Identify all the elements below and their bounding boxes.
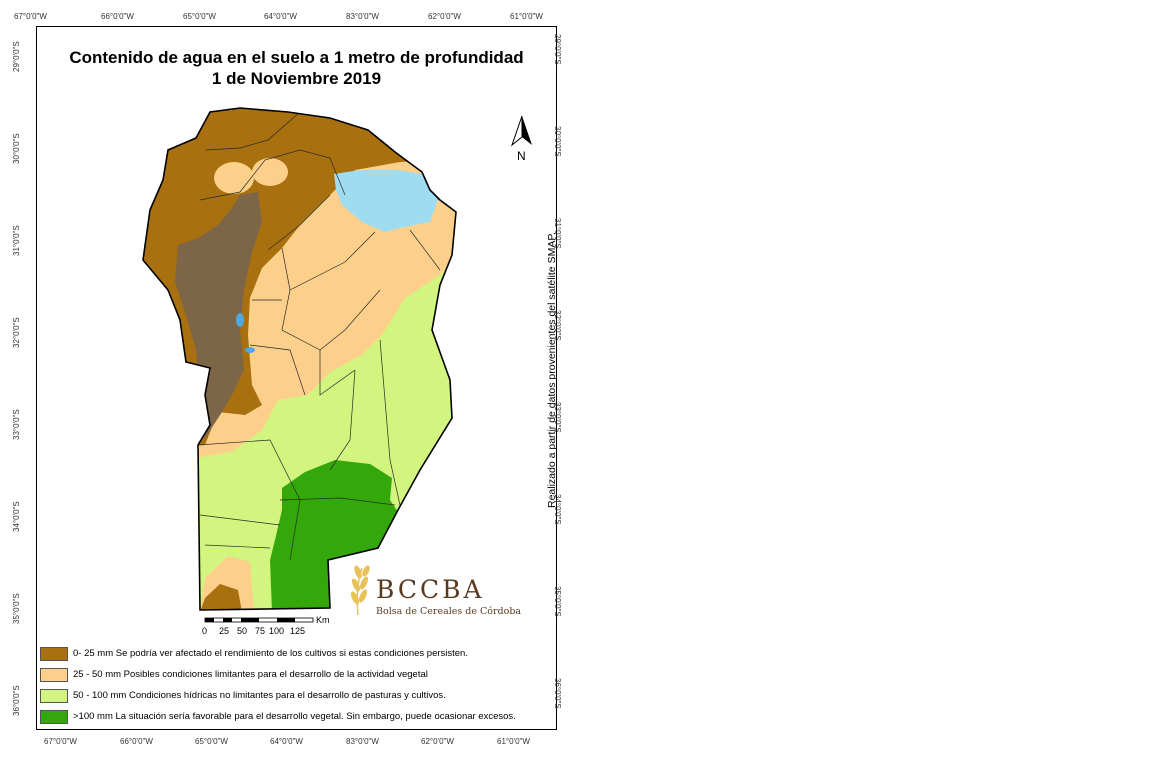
scale-bar xyxy=(204,617,314,623)
legend-item: >100 mm La situación sería favorable par… xyxy=(40,708,555,729)
lon-label: 66°0'0"W xyxy=(120,737,153,746)
scale-tick: 25 xyxy=(219,626,229,636)
map-title: Contenido de agua en el suelo a 1 metro … xyxy=(69,48,524,67)
lon-label: 83°0'0"W xyxy=(346,12,379,21)
brand-subtitle: Bolsa de Cereales de Córdoba xyxy=(376,606,521,617)
legend-swatch xyxy=(40,668,68,682)
legend-swatch xyxy=(40,710,68,724)
legend-swatch xyxy=(40,689,68,703)
reservoir xyxy=(236,313,244,327)
scale-unit: Km xyxy=(316,615,330,625)
legend-label: >100 mm La situación sería favorable par… xyxy=(73,711,516,722)
lon-label: 66°0'0"W xyxy=(101,12,134,21)
lon-label: 65°0'0"W xyxy=(195,737,228,746)
department-boundaries xyxy=(197,111,441,561)
data-source-note: Realizado a partir de datos provenientes… xyxy=(546,232,558,508)
north-label: N xyxy=(517,149,526,163)
zone-limiting-pocket xyxy=(214,162,254,194)
lon-label: 64°0'0"W xyxy=(264,12,297,21)
zone-dry-sw xyxy=(200,584,242,610)
scale-tick: 0 xyxy=(202,626,207,636)
legend-label: 50 - 100 mm Condiciones hídricas no limi… xyxy=(73,690,446,701)
scale-tick: 100 xyxy=(269,626,284,636)
lon-label: 64°0'0"W xyxy=(270,737,303,746)
zone-mountains xyxy=(175,192,262,438)
mar-chiquita-lake xyxy=(334,170,438,232)
brand-name: BCCBA xyxy=(376,575,485,604)
wheat-logo-icon xyxy=(350,565,370,616)
scale-tick: 75 xyxy=(255,626,265,636)
legend-swatch xyxy=(40,647,68,661)
lon-label: 62°0'0"W xyxy=(421,737,454,746)
scale-tick: 50 xyxy=(237,626,247,636)
lon-label: 83°0'0"W xyxy=(346,737,379,746)
legend-item: 50 - 100 mm Condiciones hídricas no limi… xyxy=(40,687,555,708)
scale-tick: 125 xyxy=(290,626,305,636)
legend-label: 0- 25 mm Se podría ver afectado el rendi… xyxy=(73,648,468,659)
lon-label: 65°0'0"W xyxy=(183,12,216,21)
legend-item: 25 - 50 mm Posibles condiciones limitant… xyxy=(40,666,555,687)
reservoir xyxy=(245,347,255,353)
lon-label: 61°0'0"W xyxy=(497,737,530,746)
map-date: 1 de Noviembre 2019 xyxy=(211,69,382,88)
zone-limiting-pocket xyxy=(252,158,288,186)
lon-label: 67°0'0"W xyxy=(44,737,77,746)
province-outline xyxy=(142,107,457,611)
legend-label: 25 - 50 mm Posibles condiciones limitant… xyxy=(73,669,428,680)
legend-item: 0- 25 mm Se podría ver afectado el rendi… xyxy=(40,645,555,666)
legend: 0- 25 mm Se podría ver afectado el rendi… xyxy=(40,645,555,729)
lon-label: 61°0'0"W xyxy=(510,12,543,21)
lon-label: 62°0'0"W xyxy=(428,12,461,21)
north-arrow-icon xyxy=(510,115,532,147)
lon-label: 67°0'0"W xyxy=(14,12,47,21)
zone-excess xyxy=(270,460,398,610)
